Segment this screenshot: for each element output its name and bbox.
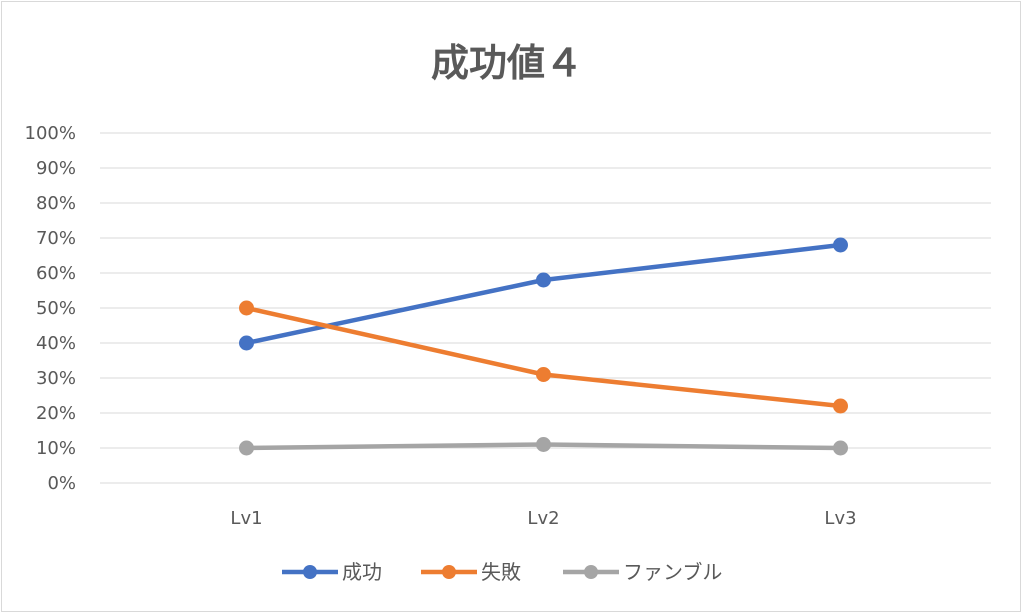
x-tick-label: Lv2 [527, 508, 559, 529]
x-tick-label: Lv3 [824, 508, 856, 529]
series-成功 [239, 237, 848, 351]
y-tick-label: 20% [36, 403, 76, 424]
y-tick-label: 0% [47, 473, 76, 494]
legend-item: ファンブル [563, 560, 722, 584]
legend-item: 成功 [282, 560, 382, 584]
legend-label: ファンブル [623, 560, 722, 584]
data-point [536, 437, 551, 452]
x-tick-label: Lv1 [230, 508, 262, 529]
y-tick-label: 30% [36, 368, 76, 389]
series-group [239, 237, 848, 456]
y-tick-label: 10% [36, 438, 76, 459]
legend-item: 失敗 [421, 560, 521, 584]
data-point [239, 335, 254, 351]
legend-label: 失敗 [481, 560, 521, 584]
data-point [833, 398, 848, 414]
y-tick-label: 90% [36, 158, 76, 179]
legend-label: 成功 [342, 560, 382, 584]
y-axis-ticks: 0% 10% 20% 30% 40% 50% 60% 70% 80% 90% 100% [25, 123, 76, 494]
data-point [833, 440, 848, 456]
y-tick-label: 80% [36, 193, 76, 214]
data-point [239, 440, 254, 456]
legend: 成功 失敗 ファンブル [282, 560, 722, 584]
y-tick-label: 50% [36, 298, 76, 319]
y-tick-label: 40% [36, 333, 76, 354]
gridlines [100, 132, 991, 484]
series-失敗 [239, 300, 848, 414]
data-point [239, 300, 254, 316]
data-point [536, 367, 551, 382]
legend-marker [303, 565, 317, 579]
legend-marker [442, 565, 456, 579]
y-tick-label: 60% [36, 263, 76, 284]
series-ファンブル [239, 437, 848, 456]
chart-title: 成功値４ [431, 41, 583, 85]
y-tick-label: 100% [25, 123, 76, 144]
y-tick-label: 70% [36, 228, 76, 249]
legend-marker [584, 565, 598, 579]
x-axis-ticks: Lv1 Lv2 Lv3 [230, 508, 856, 529]
data-point [833, 237, 848, 253]
data-point [536, 272, 551, 288]
